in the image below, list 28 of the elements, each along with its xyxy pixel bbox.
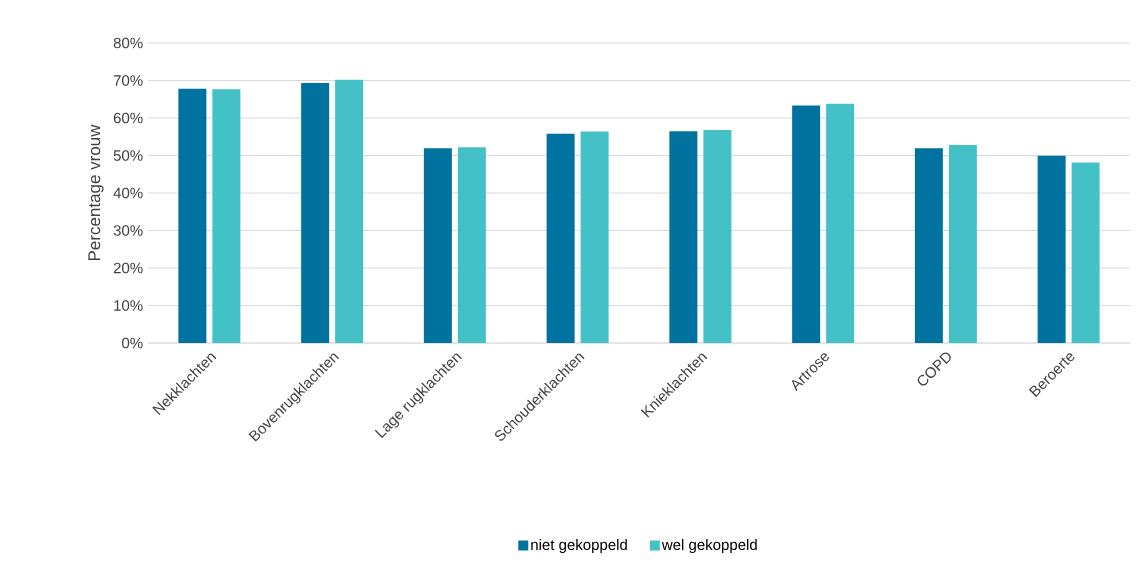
bar — [948, 145, 977, 343]
legend-label: wel gekoppeld — [661, 539, 757, 553]
bar — [914, 148, 943, 343]
bar — [546, 133, 575, 343]
bar — [580, 131, 609, 343]
bar — [212, 89, 241, 343]
bar — [1071, 162, 1100, 343]
legend-label: niet gekoppeld — [531, 539, 627, 553]
y-tick-label: 30% — [113, 225, 143, 236]
y-axis-title: Percentage vrouw — [88, 124, 104, 261]
y-tick-label: 20% — [113, 262, 143, 274]
y-tick-label: 40% — [113, 187, 143, 199]
bar — [669, 131, 698, 343]
y-tick-label: 10% — [114, 300, 143, 311]
y-tick-label: 60% — [113, 112, 143, 124]
bar — [423, 148, 452, 343]
bar — [301, 83, 330, 343]
bar — [178, 88, 207, 343]
y-tick-label: 80% — [113, 37, 143, 49]
bar — [826, 103, 855, 343]
bar — [703, 130, 732, 343]
y-tick-label: 0% — [122, 337, 143, 349]
bar — [457, 147, 486, 343]
y-tick-label: 70% — [113, 75, 143, 86]
y-tick-label: 50% — [113, 150, 143, 161]
bar — [1037, 155, 1066, 343]
bar — [335, 79, 364, 343]
bar — [792, 105, 821, 343]
